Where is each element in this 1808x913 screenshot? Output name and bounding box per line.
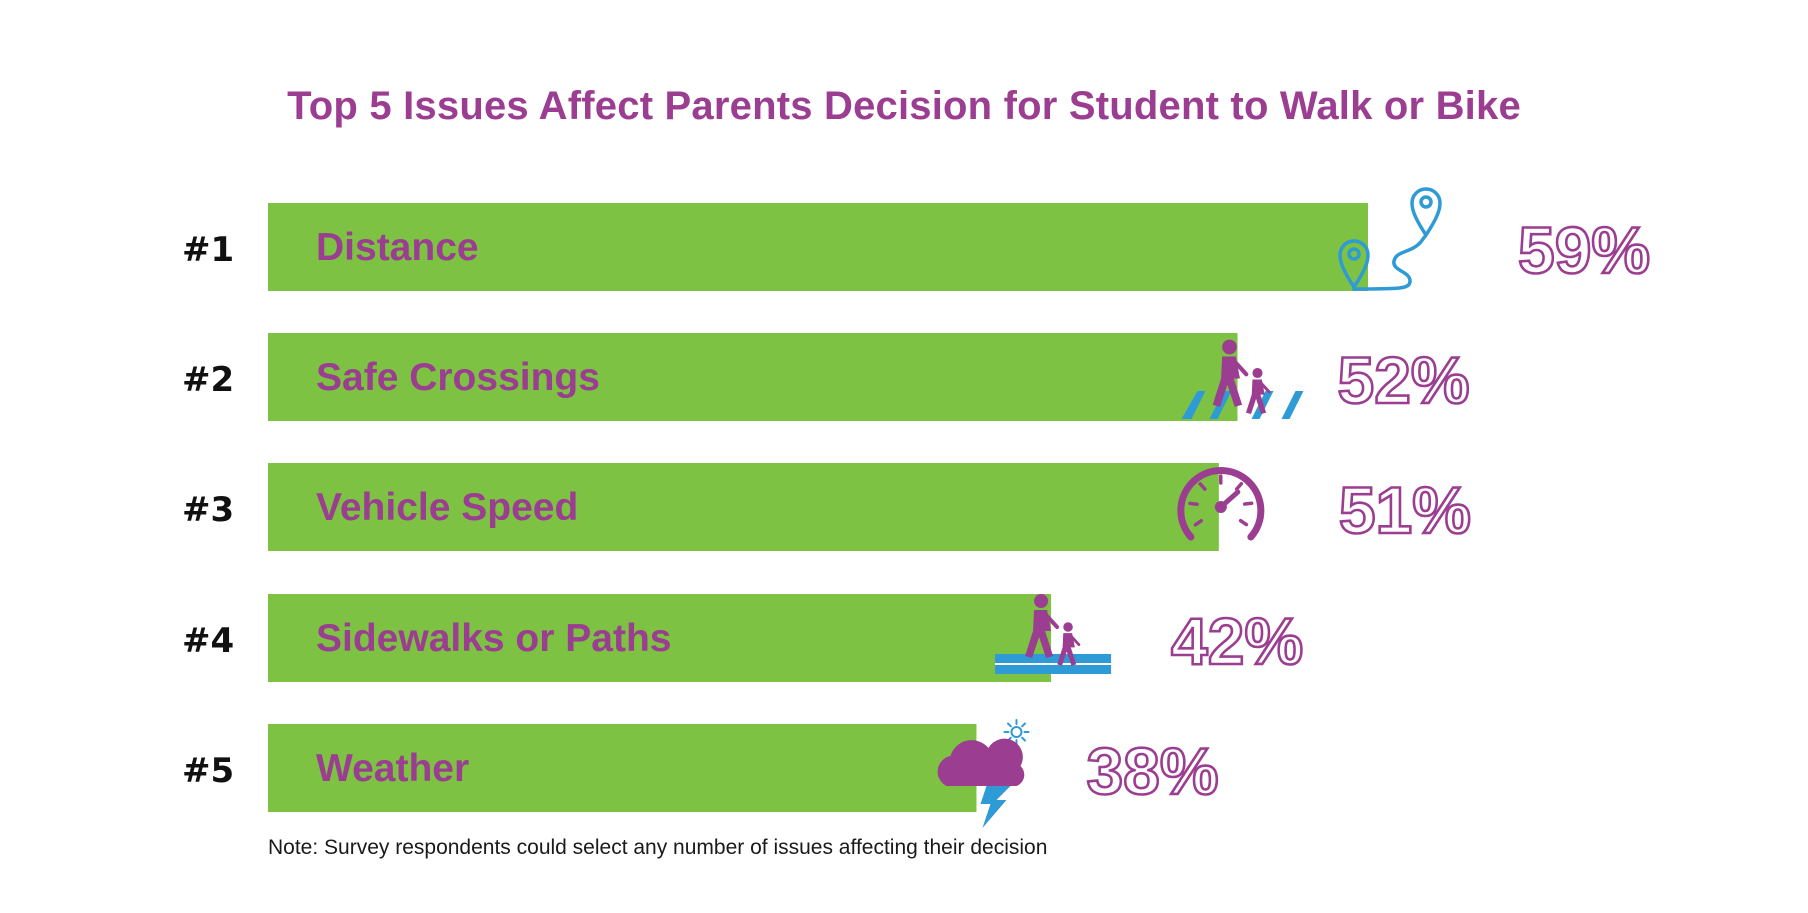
value-label: 51% [1339,473,1471,547]
chart-title: Top 5 Issues Affect Parents Decision for… [287,84,1521,128]
map-route-icon [1338,187,1442,291]
sidewalk-pedestrians-icon [995,594,1112,674]
rank-label: #5 [182,751,234,791]
value-label: 42% [1171,604,1303,678]
bar [268,594,1052,682]
category-label: Distance [316,226,479,269]
rank-label: #3 [182,490,234,530]
rank-label: #4 [182,621,234,661]
bar [268,463,1219,551]
bar [268,333,1238,421]
category-label: Safe Crossings [316,356,600,399]
rank-label: #2 [182,360,234,400]
crosswalk-pedestrians-icon [1181,339,1304,419]
value-label: 52% [1337,343,1469,417]
category-label: Vehicle Speed [316,486,578,529]
category-label: Sidewalks or Paths [316,617,671,660]
rank-label: #1 [182,230,234,270]
chart-note: Note: Survey respondents could select an… [268,836,1048,859]
category-label: Weather [316,747,469,790]
bar [268,724,977,812]
value-label: 38% [1086,734,1218,808]
storm-cloud-icon [937,719,1030,828]
bar [268,203,1368,291]
speedometer-icon [1177,467,1265,541]
value-label: 59% [1518,213,1650,287]
